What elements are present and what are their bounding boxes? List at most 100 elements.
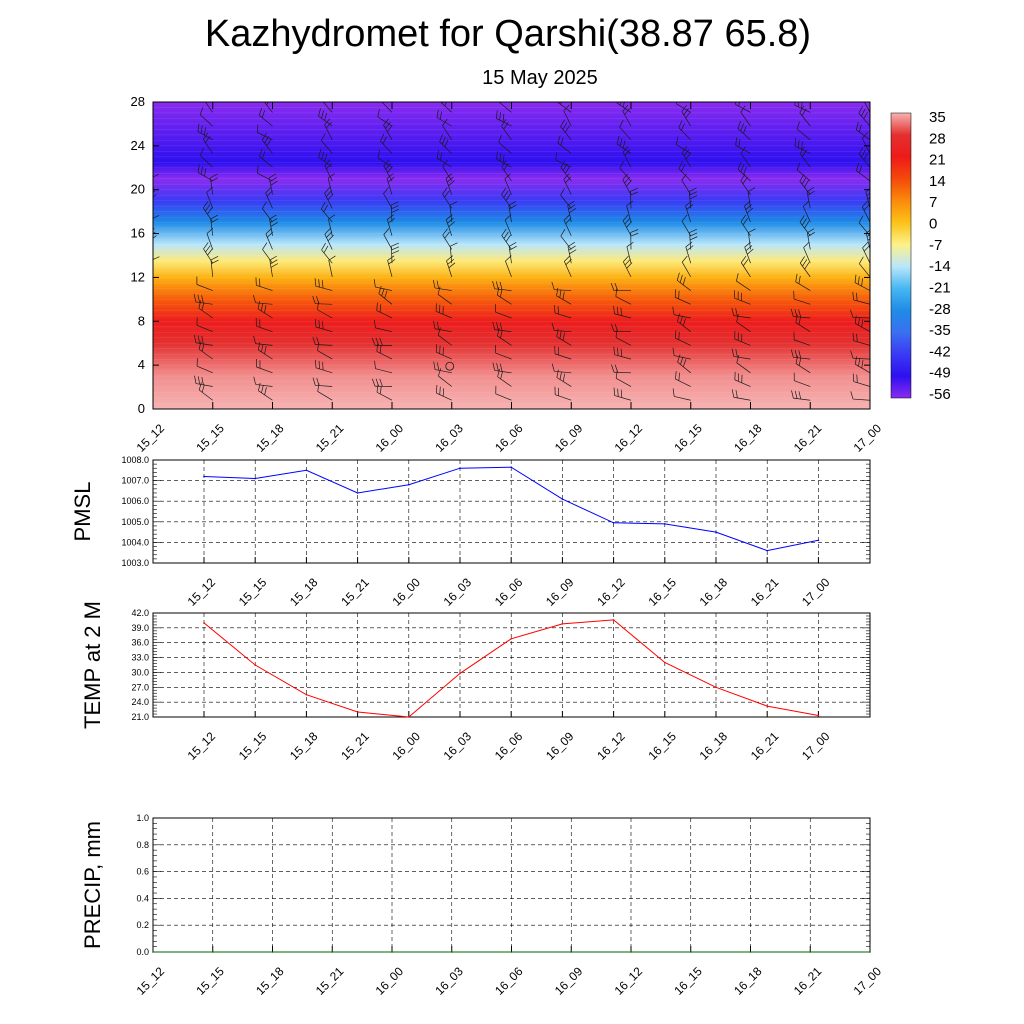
wind-barb <box>622 145 632 168</box>
wind-barb <box>850 309 870 319</box>
x-tick-label: 16_15 <box>671 421 705 455</box>
data-point <box>766 705 768 707</box>
wind-barb <box>202 201 214 223</box>
wind-barb <box>436 150 452 168</box>
wind-barb <box>858 256 870 278</box>
x-tick-label: 16_21 <box>791 421 825 455</box>
wind-barb <box>498 134 512 154</box>
x-tick-label: 15_12 <box>134 421 168 455</box>
y-tick-label: 1005.0 <box>121 517 149 527</box>
wind-barb <box>374 360 393 374</box>
x-tick-label: 16_06 <box>492 421 526 455</box>
colorbar-label: -42 <box>929 343 951 360</box>
y-tick-label: 1008.0 <box>121 455 149 465</box>
wind-barb <box>616 102 632 113</box>
wind-barb <box>196 317 213 333</box>
chart-title: Kazhydromet for Qarshi(38.87 65.8) <box>205 13 811 55</box>
y-axis-label: PRECIP, mm <box>80 821 105 949</box>
x-tick-label: 16_09 <box>543 575 577 609</box>
wind-barb <box>790 349 811 360</box>
x-tick-label: 16_18 <box>731 421 765 455</box>
x-tick-label: 16_06 <box>492 729 526 763</box>
wind-barb <box>133 393 153 400</box>
wind-barb <box>383 228 393 250</box>
x-tick-label: 16_12 <box>612 964 646 998</box>
wind-barb <box>735 137 751 154</box>
wind-barb <box>449 201 458 223</box>
x-tick-label: 16_15 <box>645 729 679 763</box>
data-point <box>305 693 308 696</box>
wind-barb <box>446 255 456 277</box>
wind-barb <box>256 358 273 374</box>
colorbar-bar <box>890 112 912 399</box>
wind-barb <box>799 174 811 195</box>
wind-barb <box>269 255 279 277</box>
wind-barb <box>437 327 452 346</box>
wind-barb <box>678 161 692 182</box>
x-tick-label: 16_00 <box>389 575 423 609</box>
wind-barb <box>314 278 333 291</box>
wind-barb <box>255 277 273 291</box>
data-point <box>391 951 393 953</box>
y-tick-label: 0.2 <box>136 920 149 930</box>
wind-barb <box>626 200 634 223</box>
wind-barb <box>748 228 756 250</box>
y-tick-label: 0.0 <box>136 947 149 957</box>
wind-barb <box>803 241 811 264</box>
wind-barb <box>153 221 154 223</box>
wind-barb <box>858 106 870 127</box>
colorbar-label: -21 <box>929 279 951 296</box>
wind-barb <box>373 279 393 291</box>
wind-barb <box>253 376 273 387</box>
wind-barb <box>622 255 633 278</box>
y-tick-label: 36.0 <box>131 638 149 648</box>
wind-barb <box>253 335 273 346</box>
wind-barb <box>449 242 458 264</box>
data-point <box>408 716 410 718</box>
wind-barb <box>681 173 692 195</box>
wind-barb <box>734 371 751 387</box>
wind-barb <box>806 187 815 209</box>
data-point <box>612 522 615 524</box>
wind-barb <box>613 387 632 401</box>
wind-barb <box>312 296 333 305</box>
data-point <box>664 523 666 525</box>
wind-barb <box>504 214 512 236</box>
wind-barb <box>153 173 159 195</box>
wind-barb <box>850 391 870 401</box>
wind-barb <box>567 200 577 223</box>
x-tick-label: 17_00 <box>799 575 833 609</box>
wind-barb <box>318 108 333 127</box>
wind-barb <box>383 187 393 209</box>
x-tick-label: 15_21 <box>313 964 347 998</box>
wind-barb <box>198 300 213 319</box>
wind-barb <box>619 119 632 141</box>
wind-barb <box>799 256 811 278</box>
x-tick-label: 15_21 <box>338 729 372 763</box>
colorbar-label: 7 <box>929 194 937 211</box>
wind-barb <box>626 241 634 264</box>
wind-barb <box>328 255 336 277</box>
wind-barb <box>747 187 756 209</box>
wind-barbs <box>133 102 870 401</box>
wind-barb <box>560 229 572 250</box>
wind-barb <box>377 149 393 168</box>
wind-barb <box>793 291 811 305</box>
y-tick-label: 0.6 <box>136 867 149 877</box>
wind-barb <box>153 180 154 181</box>
wind-barb <box>672 347 691 360</box>
wind-barb <box>554 345 572 360</box>
wind-barb <box>442 228 453 250</box>
wind-barb <box>681 255 692 278</box>
wind-barb <box>153 345 154 346</box>
y-tick-label: 42.0 <box>131 608 149 618</box>
wind-barb <box>674 330 691 346</box>
wind-barb <box>501 187 512 209</box>
y-tick-label: 1.0 <box>136 813 149 823</box>
wind-barb <box>376 384 393 401</box>
wind-barb <box>619 160 632 182</box>
x-tick-label: 17_00 <box>851 421 885 455</box>
data-point <box>459 467 461 470</box>
y-axis-label: TEMP at 2 M <box>80 601 105 729</box>
x-tick-label: 16_21 <box>791 964 825 998</box>
